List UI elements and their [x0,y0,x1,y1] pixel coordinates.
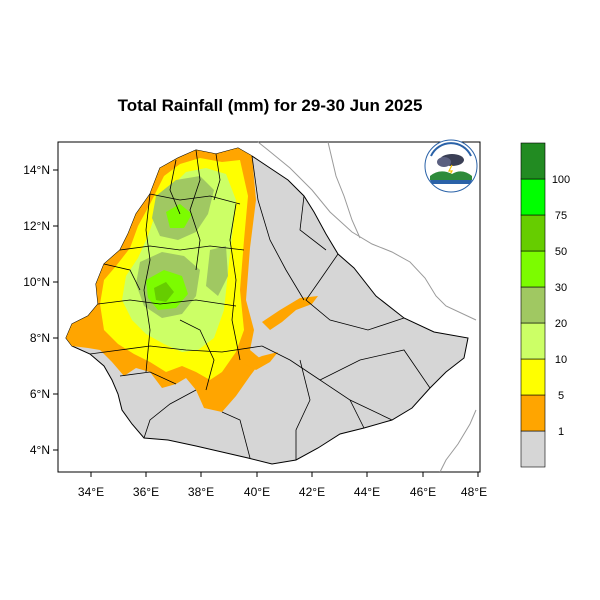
map-area [65,141,477,473]
ethiopian-meteorology-institute-logo [424,139,478,193]
rainfall-zone-1-5-south [244,352,278,370]
legend-swatch [520,214,546,252]
y-tick-label: 6°N [30,387,50,401]
rainfall-zone-30-50-north [166,204,192,228]
legend-swatch [520,394,546,432]
legend-label: 50 [555,246,567,258]
legend-swatch [520,250,546,288]
coastline-south [439,409,477,473]
y-tick-label: 8°N [30,331,50,345]
rainfall-zone-1-5-east [262,296,318,330]
legend-label: 1 [558,426,564,438]
legend-swatch [520,286,546,324]
rainfall-zone-50-75 [154,282,174,302]
x-tick-label: 46°E [410,485,436,499]
rainfall-zone-20-30-central [206,246,228,296]
legend-swatch [520,322,546,360]
legend-swatch [520,142,546,180]
y-tick-label: 10°N [23,275,50,289]
x-tick-label: 42°E [299,485,325,499]
y-axis [53,169,58,451]
x-tick-labels: 34°E 36°E 38°E 40°E 42°E 44°E 46°E 48°E [78,485,487,499]
legend-label: 10 [555,354,567,366]
legend-label: 20 [555,318,567,330]
x-tick-label: 34°E [78,485,104,499]
x-tick-label: 40°E [244,485,270,499]
y-tick-label: 12°N [23,219,50,233]
legend-swatch [520,430,546,468]
legend-label: 75 [555,210,567,222]
legend-label: 5 [558,390,564,402]
y-tick-label: 4°N [30,443,50,457]
legend: 1 5 10 20 30 50 75 100 [520,142,570,468]
coastline [257,141,477,321]
neighbor-border [327,141,361,239]
x-axis [90,472,479,477]
y-tick-labels: 4°N 6°N 8°N 10°N 12°N 14°N [23,163,50,457]
legend-swatches [520,142,546,468]
admin-boundaries [89,149,431,460]
legend-labels: 1 5 10 20 30 50 75 100 [552,174,570,438]
map-title: Total Rainfall (mm) for 29-30 Jun 2025 [117,96,423,115]
legend-label: 100 [552,174,570,186]
x-tick-label: 38°E [188,485,214,499]
legend-swatch [520,358,546,396]
y-tick-label: 14°N [23,163,50,177]
x-tick-label: 36°E [133,485,159,499]
legend-label: 30 [555,282,567,294]
x-tick-label: 44°E [354,485,380,499]
legend-swatch [520,178,546,216]
x-tick-label: 48°E [461,485,487,499]
